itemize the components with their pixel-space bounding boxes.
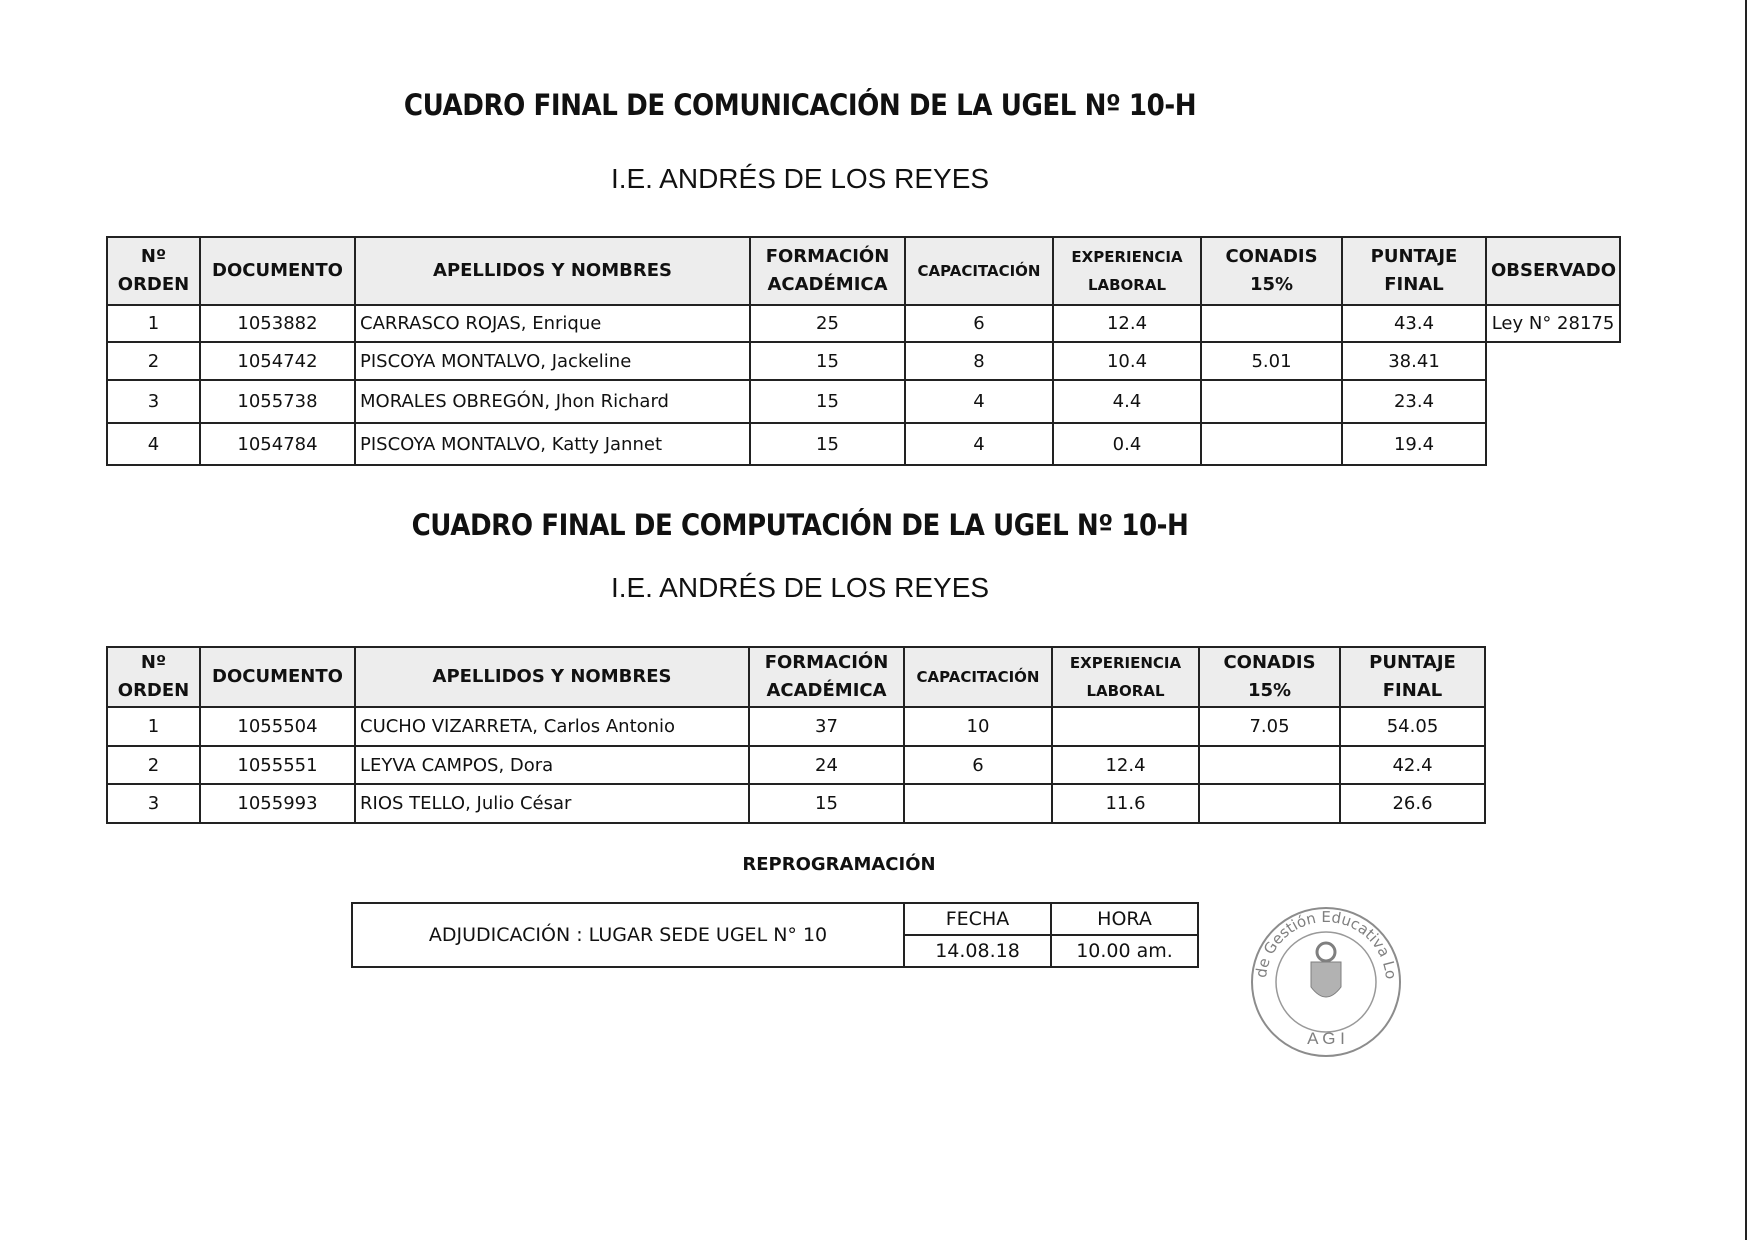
comunicacion-table: Nº ORDEN DOCUMENTO APELLIDOS Y NOMBRES FORM…	[106, 236, 1621, 466]
header-puntaje: PUNTAJE FINAL	[1339, 646, 1486, 708]
header-experiencia: EXPERIENCIA LABORAL	[1051, 646, 1200, 708]
cell-capacitacion	[903, 783, 1053, 824]
cell-orden: 3	[106, 783, 201, 824]
cell-formacion: 15	[748, 783, 905, 824]
header-puntaje: PUNTAJE FINAL	[1341, 236, 1487, 306]
cell-experiencia: 11.6	[1051, 783, 1200, 824]
cell-formacion: 24	[748, 745, 905, 785]
cell-puntaje: 19.4	[1341, 422, 1487, 466]
reprogramacion-table: ADJUDICACIÓN : LUGAR SEDE UGEL N° 10 FEC…	[351, 902, 1199, 968]
cell-conadis	[1198, 783, 1341, 824]
computacion-table: Nº ORDEN DOCUMENTO APELLIDOS Y NOMBRES FORM…	[106, 646, 1486, 824]
adjudicacion-cell: ADJUDICACIÓN : LUGAR SEDE UGEL N° 10	[351, 902, 905, 968]
cell-documento: 1054742	[199, 341, 356, 381]
cell-conadis	[1198, 745, 1341, 785]
header-conadis: CONADIS 15%	[1200, 236, 1343, 306]
header-formacion: FORMACIÓN ACADÉMICA	[748, 646, 905, 708]
cell-puntaje: 42.4	[1339, 745, 1486, 785]
cell-documento: 1055551	[199, 745, 356, 785]
header-capacitacion: CAPACITACIÓN	[904, 236, 1054, 306]
header-nombres: APELLIDOS Y NOMBRES	[354, 646, 750, 708]
cell-nombres: PISCOYA MONTALVO, Jackeline	[354, 341, 751, 381]
cell-experiencia: 12.4	[1052, 304, 1202, 343]
table-row: 3 1055738 MORALES OBREGÓN, Jhon Richard 15 4…	[106, 379, 1620, 424]
cell-capacitacion: 6	[904, 304, 1054, 343]
cell-orden: 2	[106, 745, 201, 785]
table-row: 1 1055504 CUCHO VIZARRETA, Carlos Antonio 3…	[106, 706, 1486, 747]
table-row: 3 1055993 RIOS TELLO, Julio César 15 11.6 26.…	[106, 783, 1486, 824]
cell-conadis	[1200, 379, 1343, 424]
cell-documento: 1055738	[199, 379, 356, 424]
section-title: CUADRO FINAL DE COMPUTACIÓN DE LA UGEL N…	[411, 508, 1189, 542]
cell-experiencia: 12.4	[1051, 745, 1200, 785]
header-documento: DOCUMENTO	[199, 236, 356, 306]
hora-value: 10.00 am.	[1050, 934, 1199, 968]
cell-formacion: 37	[748, 706, 905, 747]
cell-conadis: 7.05	[1198, 706, 1341, 747]
table-row: 4 1054784 PISCOYA MONTALVO, Katty Jannet 15…	[106, 422, 1620, 466]
header-orden: Nº ORDEN	[106, 236, 201, 306]
cell-puntaje: 54.05	[1339, 706, 1486, 747]
cell-nombres: MORALES OBREGÓN, Jhon Richard	[354, 379, 751, 424]
header-nombres: APELLIDOS Y NOMBRES	[354, 236, 751, 306]
fecha-label: FECHA	[903, 902, 1052, 936]
table-row: 2 1054742 PISCOYA MONTALVO, Jackeline 15 8 10…	[106, 341, 1620, 381]
cell-capacitacion: 8	[904, 341, 1054, 381]
cell-experiencia: 10.4	[1052, 341, 1202, 381]
cell-documento: 1053882	[199, 304, 356, 343]
cell-orden: 1	[106, 706, 201, 747]
header-conadis: CONADIS 15%	[1198, 646, 1341, 708]
header-formacion: FORMACIÓN ACADÉMICA	[749, 236, 906, 306]
cell-formacion: 15	[749, 422, 906, 466]
cell-nombres: PISCOYA MONTALVO, Katty Jannet	[354, 422, 751, 466]
cell-orden: 1	[106, 304, 201, 343]
cell-formacion: 25	[749, 304, 906, 343]
fecha-value: 14.08.18	[903, 934, 1052, 968]
cell-conadis	[1200, 422, 1343, 466]
cell-capacitacion: 4	[904, 379, 1054, 424]
cell-experiencia: 4.4	[1052, 379, 1202, 424]
cell-formacion: 15	[749, 341, 906, 381]
header-capacitacion: CAPACITACIÓN	[903, 646, 1053, 708]
cell-puntaje: 26.6	[1339, 783, 1486, 824]
cell-puntaje: 23.4	[1341, 379, 1487, 424]
page-border-line	[1745, 0, 1747, 1240]
cell-observado: Ley N° 28175	[1485, 304, 1621, 343]
header-orden: Nº ORDEN	[106, 646, 201, 708]
section-subtitle: I.E. ANDRÉS DE LOS REYES	[610, 572, 990, 603]
hora-label: HORA	[1050, 902, 1199, 936]
cell-experiencia: 0.4	[1052, 422, 1202, 466]
section-subtitle: I.E. ANDRÉS DE LOS REYES	[610, 163, 990, 194]
reprogramacion-title: REPROGRAMACIÓN	[742, 854, 936, 875]
cell-conadis: 5.01	[1200, 341, 1343, 381]
table-row: 1 1053882 CARRASCO ROJAS, Enrique 25 6 12.4 43…	[106, 304, 1621, 343]
cell-nombres: CARRASCO ROJAS, Enrique	[354, 304, 751, 343]
header-experiencia: EXPERIENCIA LABORAL	[1052, 236, 1202, 306]
cell-capacitacion: 6	[903, 745, 1053, 785]
cell-capacitacion: 10	[903, 706, 1053, 747]
cell-nombres: CUCHO VIZARRETA, Carlos Antonio	[354, 706, 750, 747]
cell-experiencia	[1051, 706, 1200, 747]
cell-orden: 3	[106, 379, 201, 424]
cell-documento: 1054784	[199, 422, 356, 466]
cell-puntaje: 38.41	[1341, 341, 1487, 381]
cell-capacitacion: 4	[904, 422, 1054, 466]
section-title: CUADRO FINAL DE COMUNICACIÓN DE LA UGEL …	[403, 88, 1197, 122]
header-documento: DOCUMENTO	[199, 646, 356, 708]
cell-orden: 2	[106, 341, 201, 381]
header-observado: OBSERVADO	[1485, 236, 1621, 306]
stamp-initials: A G I	[1307, 1029, 1345, 1048]
cell-conadis	[1200, 304, 1343, 343]
official-seal-stamp: de Gestión Educativa Local Nº 10 A G I	[1246, 902, 1401, 1057]
table-row: 2 1055551 LEYVA CAMPOS, Dora 24 6 12.4 42.4	[106, 745, 1486, 785]
cell-nombres: LEYVA CAMPOS, Dora	[354, 745, 750, 785]
cell-formacion: 15	[749, 379, 906, 424]
cell-documento: 1055993	[199, 783, 356, 824]
cell-orden: 4	[106, 422, 201, 466]
cell-nombres: RIOS TELLO, Julio César	[354, 783, 750, 824]
cell-documento: 1055504	[199, 706, 356, 747]
cell-puntaje: 43.4	[1341, 304, 1487, 343]
